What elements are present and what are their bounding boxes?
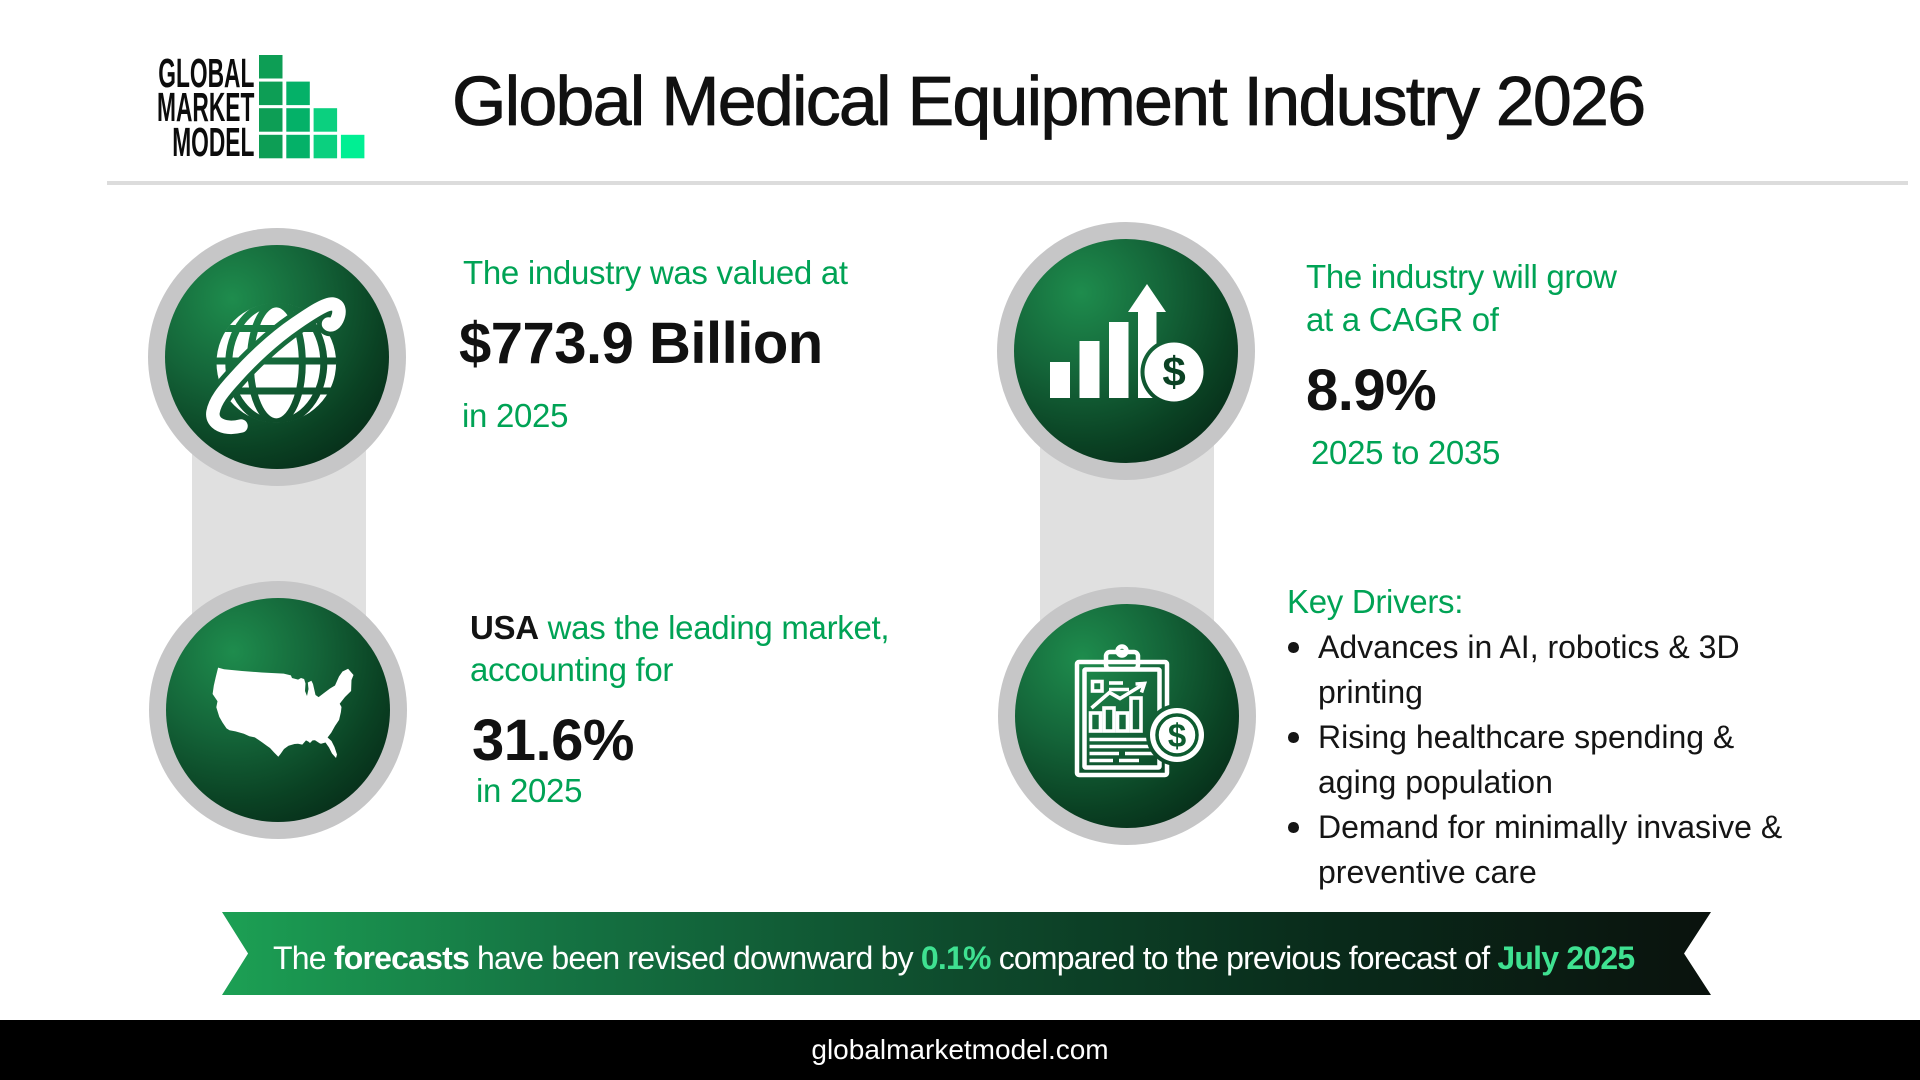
svg-text:$: $ (1168, 717, 1186, 754)
svg-text:$: $ (1162, 348, 1185, 395)
